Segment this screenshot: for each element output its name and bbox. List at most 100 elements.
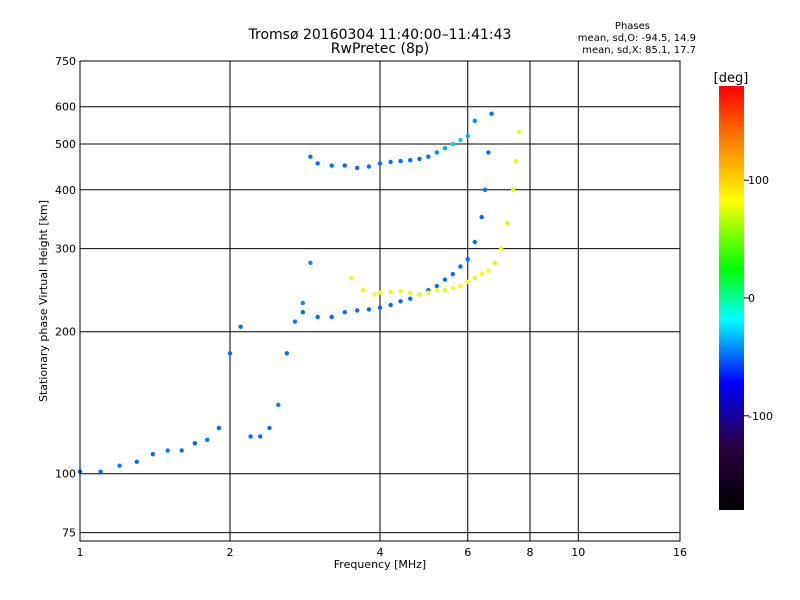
data-point xyxy=(355,308,360,313)
colorbar xyxy=(719,86,744,510)
x-tick-label: 6 xyxy=(464,546,471,559)
data-point xyxy=(489,111,494,116)
data-point xyxy=(482,187,488,192)
y-tick-label: 200 xyxy=(55,326,76,339)
data-point xyxy=(329,314,334,320)
data-point xyxy=(434,283,439,289)
data-point xyxy=(442,277,448,282)
data-point xyxy=(377,290,383,295)
data-point xyxy=(284,351,289,356)
data-point xyxy=(426,290,431,295)
data-point xyxy=(329,163,334,168)
data-point xyxy=(442,146,448,151)
data-point xyxy=(434,288,439,293)
data-point xyxy=(205,437,210,442)
data-point xyxy=(479,271,484,277)
phases-heading: Phases xyxy=(614,21,650,32)
data-point xyxy=(150,452,155,457)
data-point xyxy=(276,402,281,407)
data-point xyxy=(179,448,184,453)
data-point xyxy=(308,154,313,159)
chart-subtitle: RwPretec (8p) xyxy=(330,41,430,57)
x-tick-label: 8 xyxy=(527,546,534,559)
data-point xyxy=(417,156,422,162)
data-point xyxy=(442,288,448,293)
y-tick-label: 100 xyxy=(55,468,76,481)
x-axis-label: Frequency [MHz] xyxy=(334,558,426,571)
y-axis-label: Stationary phase Virtual Height [km] xyxy=(37,200,50,402)
data-points xyxy=(77,111,522,474)
data-point xyxy=(450,141,455,147)
data-point xyxy=(505,220,510,226)
data-point xyxy=(450,271,455,277)
grid-lines xyxy=(80,61,680,541)
colorbar-tick-label: 100 xyxy=(748,174,769,187)
y-tick-label: 600 xyxy=(55,101,76,114)
data-point xyxy=(398,299,403,304)
data-point xyxy=(227,351,233,356)
data-point xyxy=(366,164,372,169)
y-axis-ticks: 75 100 200 300 400 500 600 750 xyxy=(55,55,76,540)
x-tick-label: 10 xyxy=(571,546,585,559)
data-point xyxy=(486,150,491,155)
data-point xyxy=(377,305,383,310)
y-tick-label: 75 xyxy=(62,527,76,540)
chart-title: Tromsø 20160304 11:40:00–11:41:43 xyxy=(248,27,512,43)
data-point xyxy=(516,129,522,135)
data-point xyxy=(426,154,431,159)
data-point xyxy=(348,275,354,281)
data-point xyxy=(408,290,413,295)
y-tick-label: 400 xyxy=(55,184,76,197)
data-point xyxy=(388,159,393,165)
data-point xyxy=(377,161,383,166)
data-point xyxy=(434,150,439,155)
data-point xyxy=(458,264,463,269)
data-point xyxy=(465,133,470,139)
data-point xyxy=(458,137,463,143)
data-point xyxy=(492,260,497,265)
data-point xyxy=(134,459,139,464)
y-tick-label: 750 xyxy=(55,55,76,68)
data-point xyxy=(258,434,263,439)
data-point xyxy=(98,469,103,474)
data-point xyxy=(472,118,477,124)
data-point xyxy=(472,275,477,281)
data-point xyxy=(315,161,320,166)
data-point xyxy=(486,268,491,273)
data-point xyxy=(117,463,122,468)
data-point xyxy=(398,288,403,294)
data-point xyxy=(292,319,298,324)
x-tick-label: 1 xyxy=(77,546,84,559)
data-point xyxy=(300,310,305,315)
data-point xyxy=(408,296,413,301)
data-point xyxy=(355,165,360,171)
colorbar-label: [deg] xyxy=(714,71,749,86)
colorbar-ticks: 100 0 -100 xyxy=(744,174,773,423)
x-mode-stats: mean, sd,X: 85.1, 17.7 xyxy=(582,45,696,56)
data-point xyxy=(248,434,253,439)
data-point xyxy=(465,257,470,262)
colorbar-tick-label: 0 xyxy=(748,292,755,305)
data-point xyxy=(417,292,422,297)
data-point xyxy=(450,285,455,290)
x-axis-ticks: 1 2 4 6 8 10 16 xyxy=(77,546,688,559)
data-point xyxy=(315,314,320,320)
colorbar-tick-label: -100 xyxy=(748,410,773,423)
data-point xyxy=(479,214,484,220)
y-tick-label: 300 xyxy=(55,243,76,256)
data-point xyxy=(498,246,504,251)
data-point xyxy=(513,158,519,164)
y-tick-label: 500 xyxy=(55,138,76,151)
data-point xyxy=(366,307,372,312)
plot-frame xyxy=(79,60,681,542)
data-point xyxy=(267,425,272,431)
data-point xyxy=(342,163,347,168)
data-point xyxy=(360,288,366,293)
x-tick-label: 16 xyxy=(673,546,687,559)
data-point xyxy=(510,187,516,192)
data-point xyxy=(300,300,305,306)
x-tick-label: 4 xyxy=(377,546,384,559)
data-point xyxy=(342,310,347,315)
data-point xyxy=(465,279,470,285)
